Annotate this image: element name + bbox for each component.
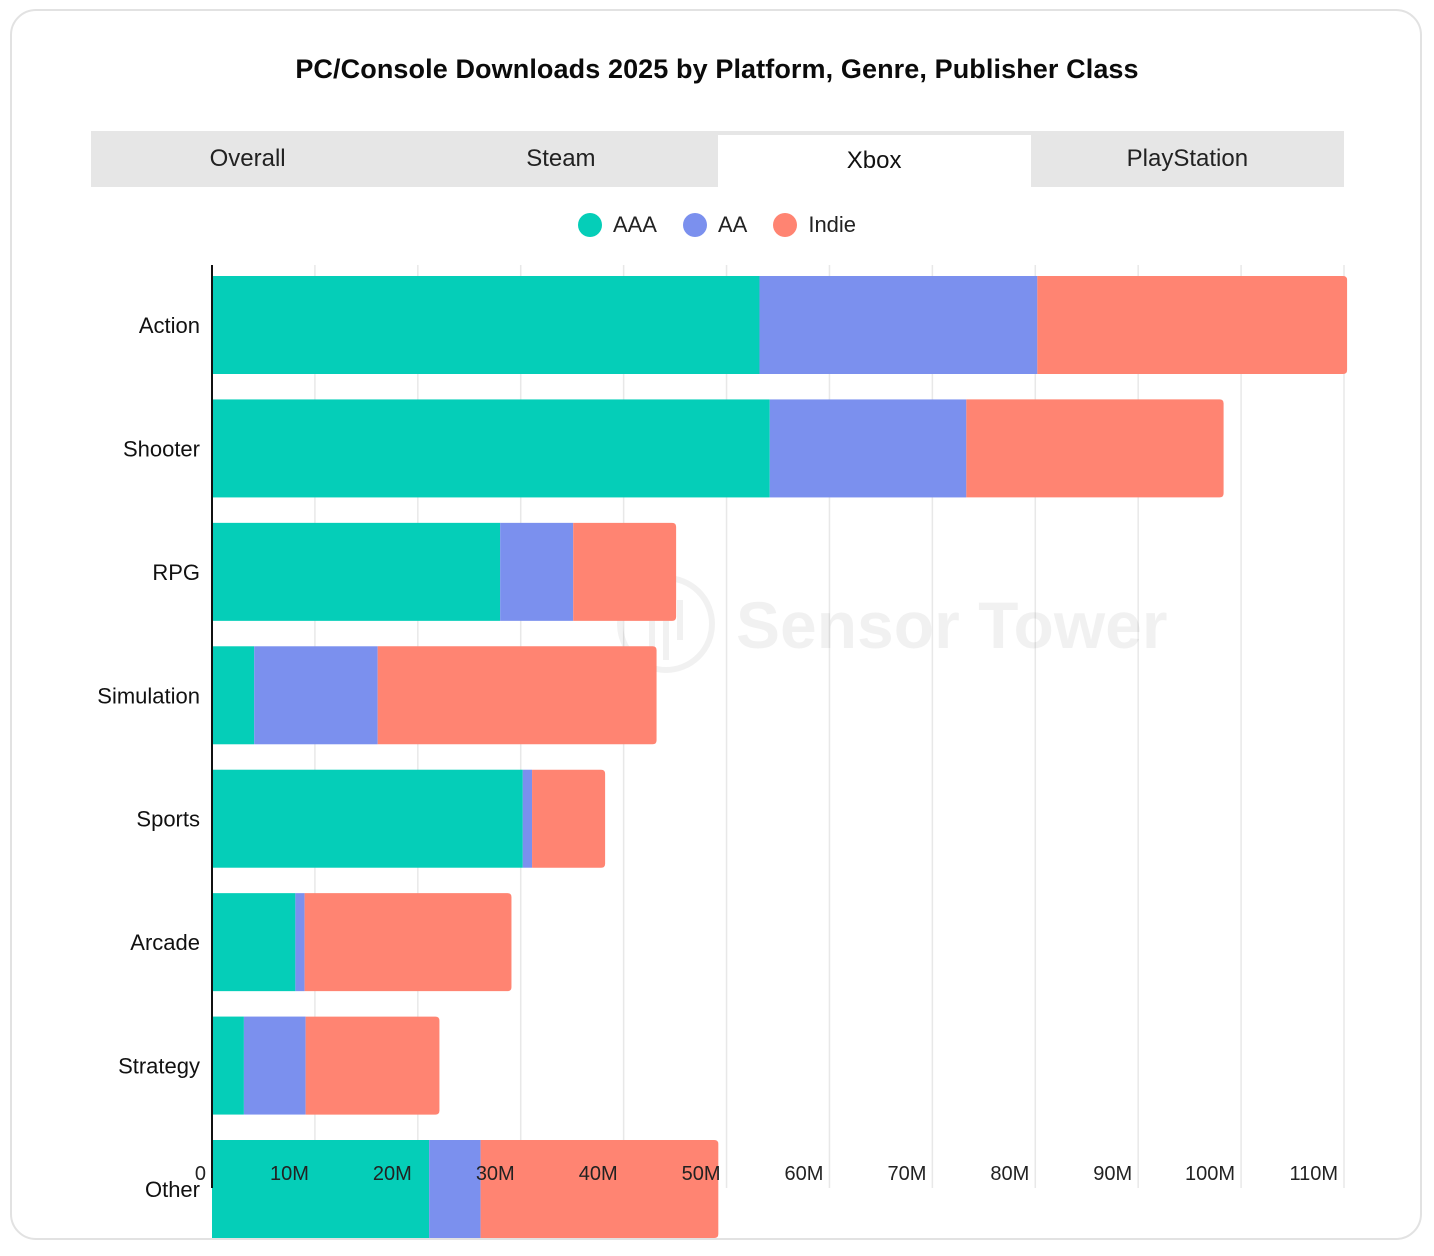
legend-swatch-aaa [577, 213, 602, 237]
bar-strategy-aa[interactable] [243, 1016, 306, 1115]
bar-rpg-indie[interactable] [573, 522, 677, 621]
x-tick-label: 30M [476, 1163, 515, 1185]
bars-layer [212, 276, 1348, 1238]
legend-label-aaa: AAA [612, 212, 657, 237]
x-tick-label: 80M [990, 1163, 1029, 1185]
bar-other-aaa[interactable] [212, 1140, 430, 1238]
y-category-label: Arcade [130, 930, 200, 955]
legend-item-aa[interactable]: AA [682, 212, 748, 238]
watermark-text: Sensor Tower [736, 588, 1168, 662]
x-tick-label: 90M [1093, 1163, 1132, 1185]
tab-xbox[interactable]: Xbox [717, 135, 1031, 187]
x-tick-label: 20M [373, 1163, 412, 1185]
bar-action-indie[interactable] [1037, 276, 1348, 374]
x-tick-label: 60M [785, 1163, 824, 1185]
bar-rpg-aa[interactable] [500, 522, 574, 621]
tab-overall[interactable]: Overall [209, 145, 286, 172]
bar-other-indie[interactable] [480, 1140, 719, 1238]
legend-item-aaa[interactable]: AAA [577, 212, 657, 238]
y-category-label: Simulation [97, 683, 200, 708]
bar-simulation-aa[interactable] [254, 646, 378, 745]
legend-label-indie: Indie [808, 212, 857, 237]
bar-shooter-indie[interactable] [966, 399, 1224, 498]
y-category-label: Action [139, 313, 200, 338]
x-tick-label: 40M [579, 1163, 618, 1185]
bar-arcade-aa[interactable] [295, 893, 305, 992]
chart-title: PC/Console Downloads 2025 by Platform, G… [295, 54, 1139, 84]
y-category-label: Shooter [123, 436, 200, 461]
bar-rpg-aaa[interactable] [212, 522, 501, 621]
bar-sports-indie[interactable] [532, 769, 606, 868]
bar-sports-aa[interactable] [522, 769, 533, 868]
x-tick-label: 70M [887, 1163, 926, 1185]
bar-strategy-indie[interactable] [305, 1016, 440, 1115]
x-tick-label: 110M [1289, 1163, 1338, 1185]
tab-playstation[interactable]: PlayStation [1126, 145, 1249, 172]
y-category-label: Sports [136, 807, 200, 832]
bar-arcade-aaa[interactable] [212, 893, 296, 992]
bar-strategy-aaa[interactable] [212, 1016, 244, 1115]
bar-shooter-aaa[interactable] [212, 399, 770, 498]
bar-shooter-aa[interactable] [769, 399, 967, 498]
bar-other-aa[interactable] [429, 1140, 481, 1238]
bar-arcade-indie[interactable] [304, 893, 512, 992]
legend-swatch-indie [773, 213, 798, 237]
chart-legend: AAA AA Indie [0, 212, 1434, 238]
bar-action-aaa[interactable] [212, 276, 760, 374]
legend-item-indie[interactable]: Indie [773, 212, 856, 238]
bar-simulation-aaa[interactable] [212, 646, 255, 745]
y-category-label: RPG [152, 560, 200, 585]
bar-sports-aaa[interactable] [212, 769, 523, 868]
y-category-label: Strategy [118, 1054, 200, 1079]
x-tick-label: 10M [270, 1163, 309, 1185]
bar-action-aa[interactable] [759, 276, 1038, 374]
bar-simulation-indie[interactable] [377, 646, 657, 745]
legend-swatch-aa [682, 213, 707, 237]
legend-label-aa: AA [717, 212, 748, 237]
tab-steam[interactable]: Steam [526, 145, 596, 172]
y-category-label: Other [145, 1177, 200, 1202]
x-tick-label: 50M [682, 1163, 721, 1185]
x-tick-label: 100M [1185, 1163, 1235, 1185]
platform-tabs: Overall Steam Xbox PlayStation [91, 131, 1344, 187]
labels-layer: 0 10M 20M 30M 40M 50M 60M 70M 80M 90M 100M 110M Acti… [97, 313, 1338, 1202]
watermark: Sensor Tower [617, 575, 1168, 673]
x-tick-label: 0 [195, 1163, 206, 1185]
